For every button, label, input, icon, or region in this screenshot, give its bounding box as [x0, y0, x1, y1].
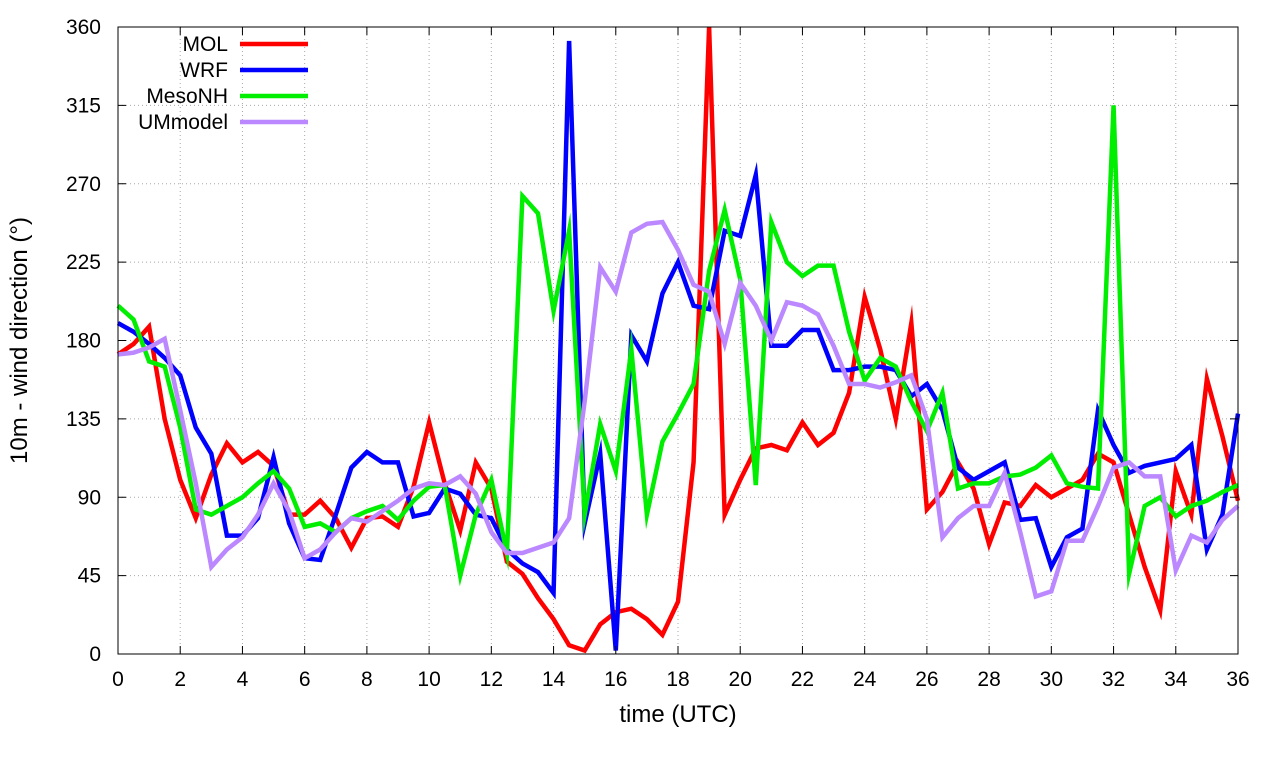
- y-tick-label: 180: [66, 330, 101, 353]
- legend-label-mol: MOL: [182, 33, 228, 56]
- axis-ticks: 0 2 4 6 8 10 12 14 16 18 20 22 24 26 28 30 32 34 360459013…: [66, 16, 1250, 691]
- y-tick-label: 45: [78, 565, 101, 588]
- x-axis-title: time (UTC): [619, 701, 736, 728]
- legend-label-mesonh: MesoNH: [146, 85, 228, 108]
- y-tick-label: 0: [89, 643, 101, 666]
- x-tick-label: 12: [480, 668, 503, 691]
- legend: MOL WRF MesoNH UMmodel: [138, 33, 308, 134]
- x-tick-label: 6: [299, 668, 311, 691]
- y-tick-label: 315: [66, 94, 101, 117]
- series-line-mol: [116, 26, 1241, 654]
- y-axis-title: 10m - wind direction (°): [6, 217, 33, 464]
- x-tick-label: 24: [853, 668, 877, 691]
- x-tick-label: 28: [977, 668, 1000, 691]
- x-tick-label: 16: [604, 668, 627, 691]
- series-line-ummodel: [117, 219, 1240, 600]
- x-tick-label: 20: [729, 668, 752, 691]
- x-tick-label: 22: [791, 668, 814, 691]
- x-tick-label: 34: [1164, 668, 1188, 691]
- x-tick-label: 10: [417, 668, 440, 691]
- y-tick-label: 360: [66, 16, 101, 39]
- x-tick-label: 18: [666, 668, 689, 691]
- legend-label-ummodel: UMmodel: [138, 111, 228, 134]
- x-tick-label: 26: [915, 668, 938, 691]
- x-tick-label: 14: [542, 668, 566, 691]
- x-tick-label: 30: [1040, 668, 1063, 691]
- y-tick-label: 270: [66, 173, 101, 196]
- x-tick-label: 36: [1226, 668, 1249, 691]
- series-lines: [116, 26, 1241, 654]
- y-tick-label: 225: [66, 251, 101, 274]
- x-tick-label: 0: [112, 668, 124, 691]
- legend-label-wrf: WRF: [180, 59, 228, 82]
- x-tick-label: 4: [237, 668, 249, 691]
- y-tick-label: 90: [78, 486, 101, 509]
- x-tick-label: 2: [174, 668, 186, 691]
- x-tick-label: 8: [361, 668, 373, 691]
- series-line-mesonh: [116, 105, 1239, 592]
- y-tick-label: 135: [66, 408, 101, 431]
- x-tick-label: 32: [1102, 668, 1125, 691]
